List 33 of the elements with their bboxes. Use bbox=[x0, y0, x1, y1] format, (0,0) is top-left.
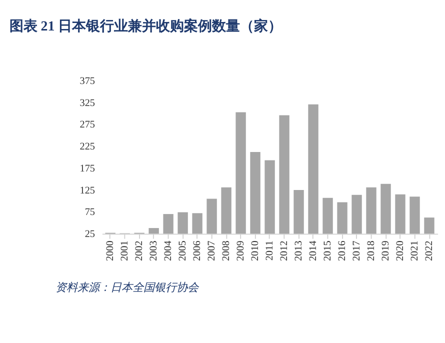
y-tick-label: 275 bbox=[80, 120, 96, 131]
x-tick-label: 2018 bbox=[366, 240, 378, 262]
x-tick-label: 2005 bbox=[178, 240, 189, 262]
x-tick-label: 2020 bbox=[395, 240, 406, 262]
x-tick-label: 2009 bbox=[236, 240, 247, 262]
x-tick-label: 2008 bbox=[221, 240, 232, 262]
x-tick-label: 2004 bbox=[163, 240, 174, 262]
x-tick-label: 2011 bbox=[264, 240, 276, 261]
y-tick-label: 375 bbox=[80, 76, 96, 87]
x-tick-label: 2022 bbox=[424, 240, 436, 262]
x-tick-label: 2015 bbox=[322, 240, 334, 262]
x-tick-label: 2013 bbox=[294, 240, 305, 262]
x-tick-label: 2000 bbox=[105, 240, 116, 262]
x-tick-label: 2017 bbox=[352, 240, 363, 262]
x-tick-label: 2021 bbox=[410, 240, 421, 262]
x-tick-label: 2002 bbox=[134, 240, 146, 262]
x-tick-label: 2007 bbox=[206, 240, 218, 262]
x-tick-label: 2012 bbox=[279, 240, 290, 262]
y-tick-label: 325 bbox=[80, 98, 96, 109]
y-tick-label: 225 bbox=[80, 142, 96, 153]
y-tick-label: 75 bbox=[84, 207, 96, 218]
x-tick-label: 2010 bbox=[250, 240, 262, 262]
x-tick-label: 2001 bbox=[120, 240, 131, 262]
x-tick-label: 2006 bbox=[192, 240, 204, 262]
x-tick-label: 2019 bbox=[380, 240, 392, 262]
x-tick-label: 2016 bbox=[337, 240, 348, 262]
chart-title: 图表 21 日本银行业兼并收购案例数量（家） bbox=[9, 18, 282, 35]
y-tick-label: 125 bbox=[80, 185, 96, 196]
y-tick-label: 25 bbox=[84, 228, 96, 240]
x-tick-label: 2014 bbox=[308, 240, 320, 262]
x-tick-label: 2003 bbox=[148, 240, 160, 262]
text: 资料来源：日本全国银行协会 bbox=[56, 281, 200, 294]
y-tick-label: 175 bbox=[80, 163, 96, 174]
